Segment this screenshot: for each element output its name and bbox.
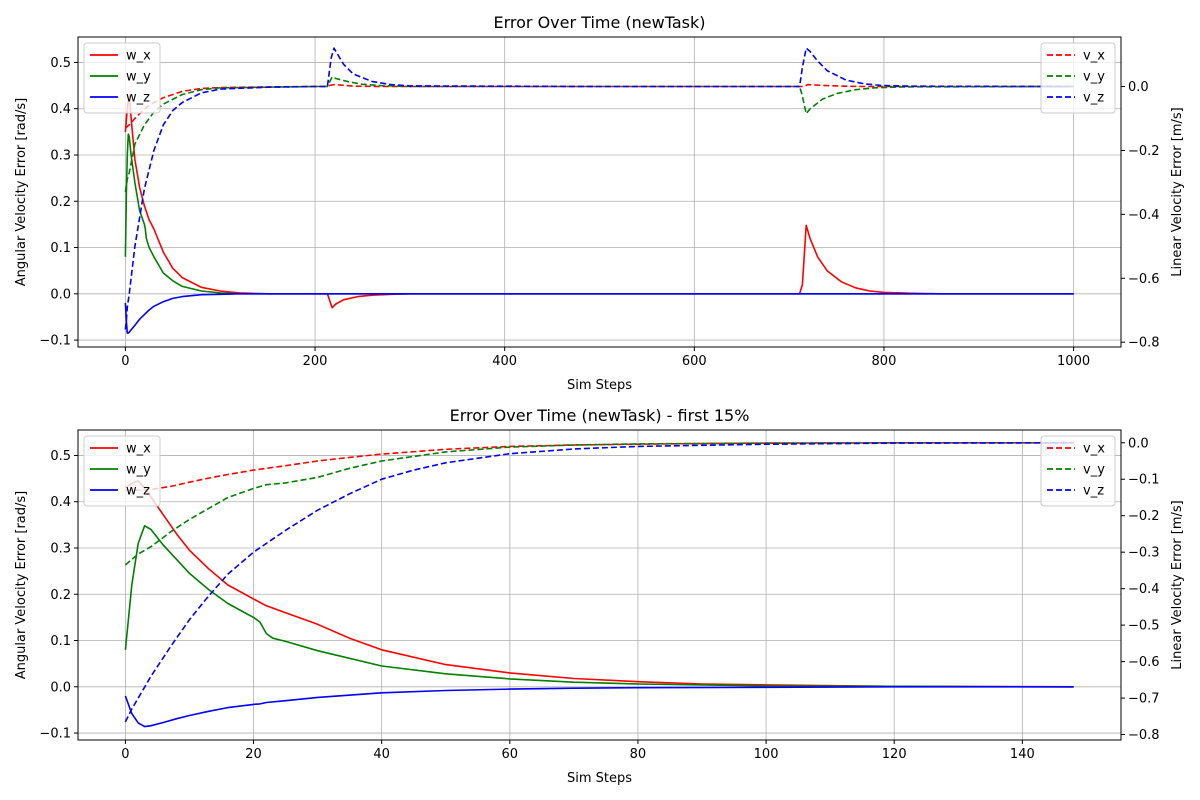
y-right-tick-label: −0.6 [1128, 272, 1160, 287]
x-tick-label: 800 [872, 354, 897, 369]
x-tick-label: 100 [754, 747, 779, 762]
legend-label-v_z: v_z [1083, 484, 1104, 499]
series-line-w_y [124, 524, 1074, 688]
legend-box [83, 42, 161, 114]
series-line-v_z [124, 47, 1074, 330]
y-right-tick-label: −0.7 [1128, 692, 1160, 707]
x-tick-label: 600 [682, 354, 707, 369]
legend-label-v_z: v_z [1083, 91, 1104, 106]
y-right-axis-label: Linear Velocity Error [m/s] [1170, 107, 1185, 276]
x-tick-label: 0 [121, 354, 129, 369]
y-right-tick-label: −0.6 [1128, 655, 1160, 670]
x-tick-label: 1000 [1057, 354, 1090, 369]
series-line-v_y [124, 76, 1074, 193]
plot-frame [77, 36, 1122, 348]
y-right-tick-label: 0.0 [1128, 80, 1149, 95]
legend-label-w_x: w_x [126, 442, 151, 457]
legend-label-v_x: v_x [1083, 49, 1105, 64]
x-tick-label: 20 [245, 747, 262, 762]
y-right-tick-label: −0.3 [1128, 546, 1160, 561]
series-line-v_z [124, 441, 1074, 723]
y-left-tick-label: 0.5 [50, 449, 71, 464]
y-left-tick-label: −0.1 [39, 334, 71, 349]
y-right-axis-label: Linear Velocity Error [m/s] [1170, 500, 1185, 669]
y-left-tick-label: −0.1 [39, 727, 71, 742]
plot-frame [77, 429, 1122, 741]
y-left-tick-label: 0.0 [50, 680, 71, 695]
x-tick-label: 140 [1010, 747, 1035, 762]
y-right-tick-label: −0.1 [1128, 473, 1160, 488]
legend-box [1040, 42, 1116, 114]
x-tick-label: 40 [373, 747, 390, 762]
series-line-w_z [124, 292, 1074, 334]
legend-box [1040, 435, 1116, 507]
legend-right: v_x v_y v_z [1040, 42, 1116, 114]
legend-label-w_x: w_x [126, 49, 151, 64]
legend-label-w_z: w_z [126, 484, 150, 499]
y-left-tick-label: 0.5 [50, 56, 71, 71]
x-axis-label: Sim Steps [567, 378, 632, 393]
series-line-w_x [124, 94, 1074, 309]
y-left-axis-label: Angular Velocity Error [rad/s] [14, 98, 29, 287]
y-right-tick-label: −0.2 [1128, 144, 1160, 159]
y-left-axis-label: Angular Velocity Error [rad/s] [14, 491, 29, 680]
y-left-tick-label: 0.1 [50, 634, 71, 649]
y-left-tick-label: 0.0 [50, 287, 71, 302]
legend-left: w_x w_y w_z [83, 42, 161, 114]
y-right-tick-label: −0.2 [1128, 509, 1160, 524]
y-right-tick-label: −0.8 [1128, 728, 1160, 743]
series-line-v_x [124, 83, 1074, 129]
y-left-tick-label: 0.4 [50, 495, 71, 510]
legend-box [83, 435, 161, 507]
x-tick-label: 400 [492, 354, 517, 369]
y-right-tick-label: −0.4 [1128, 208, 1160, 223]
legend-right: v_x v_y v_z [1040, 435, 1116, 507]
legend-label-w_y: w_y [126, 463, 151, 478]
x-tick-label: 60 [502, 747, 519, 762]
series-line-w_x [124, 480, 1074, 688]
legend-label-v_y: v_y [1083, 70, 1105, 85]
y-left-tick-label: 0.3 [50, 148, 71, 163]
y-left-tick-label: 0.3 [50, 541, 71, 556]
series-line-w_z [124, 685, 1074, 728]
chart-panel-2: 0 20 40 60 80 100 120 140 −0.1 0.0 0.1 0.2 0.3 0.4 0.5… [14, 406, 1185, 786]
y-left-tick-label: 0.1 [50, 241, 71, 256]
legend-label-w_z: w_z [126, 91, 150, 106]
y-left-tick-label: 0.2 [50, 195, 71, 210]
y-right-tick-label: −0.4 [1128, 582, 1160, 597]
y-left-tick-label: 0.2 [50, 588, 71, 603]
x-tick-label: 80 [630, 747, 647, 762]
legend-label-w_y: w_y [126, 70, 151, 85]
legend-label-v_y: v_y [1083, 463, 1105, 478]
series-line-v_y [124, 441, 1074, 566]
y-left-tick-label: 0.4 [50, 102, 71, 117]
x-axis-label: Sim Steps [567, 771, 632, 786]
series-line-w_y [124, 133, 1074, 295]
x-tick-label: 200 [303, 354, 328, 369]
y-right-tick-label: 0.0 [1128, 436, 1149, 451]
chart-title: Error Over Time (newTask) - first 15% [450, 406, 750, 425]
legend-label-v_x: v_x [1083, 442, 1105, 457]
y-right-tick-label: −0.5 [1128, 619, 1160, 634]
series-line-v_x [125, 441, 1074, 492]
legend-left: w_x w_y w_z [83, 435, 161, 507]
x-tick-label: 0 [121, 747, 129, 762]
y-right-tick-label: −0.8 [1128, 336, 1160, 351]
chart-panel-1: 0 200 400 600 800 1000 −0.1 0.0 0.1 0.2 0.3 0.4 0.5 −… [14, 13, 1185, 393]
x-tick-label: 120 [882, 747, 907, 762]
chart-title: Error Over Time (newTask) [494, 13, 706, 32]
